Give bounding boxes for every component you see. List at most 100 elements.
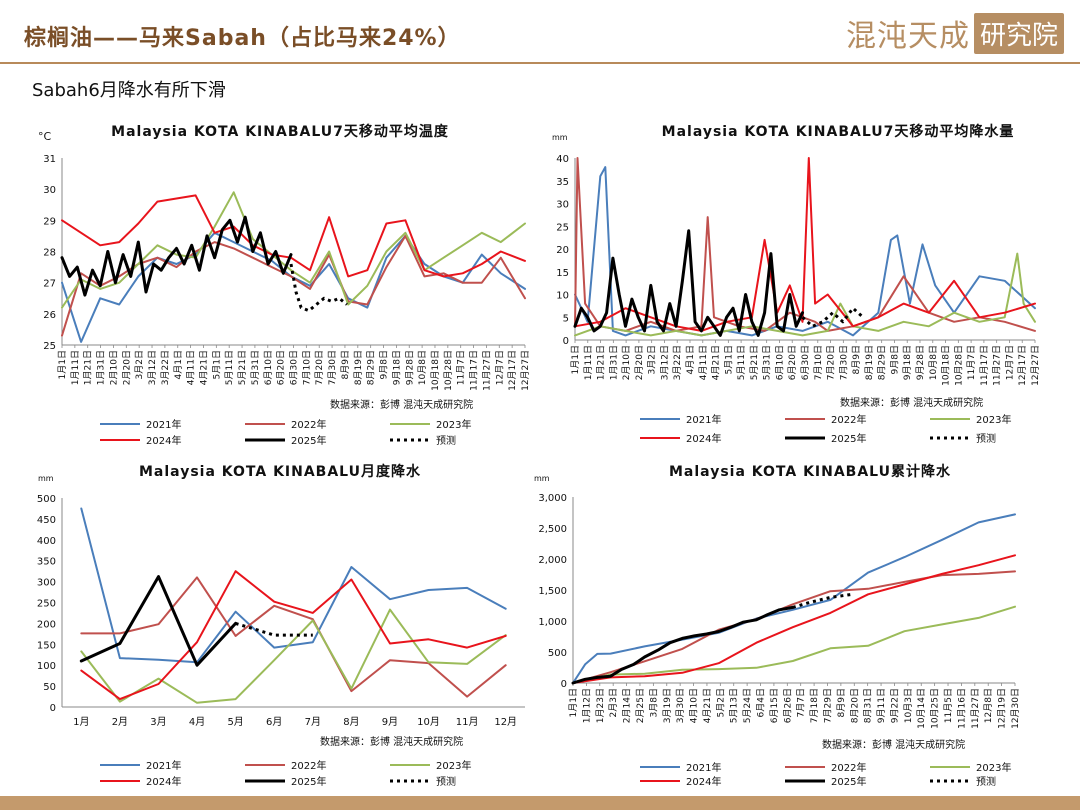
y-tick-label: 40 <box>556 154 569 165</box>
y-tick-label: 0 <box>561 679 567 690</box>
y-tick-label: 1,500 <box>538 586 567 597</box>
x-tick-label: 11月 <box>456 716 479 728</box>
y-tick-label: 250 <box>37 599 56 610</box>
chart-title: Malaysia KOTA KINABALU7天移动平均温度 <box>111 123 449 140</box>
x-tick-label: 8月31日 <box>863 688 874 723</box>
y-tick-label: 150 <box>37 640 56 651</box>
x-tick-label: 2月10日 <box>108 350 119 385</box>
temp-svg: Malaysia KOTA KINABALU7天移动平均温度 °C 25 26 27 28… <box>38 123 531 447</box>
x-tick-label: 7月30日 <box>838 345 849 380</box>
x-tick-label: 3月22日 <box>160 350 171 385</box>
x-tick-label: 6月10日 <box>774 345 785 380</box>
y-tick-label: 28 <box>43 248 56 259</box>
x-tick-label: 8月 <box>343 716 359 728</box>
rainfall-7day-chart: Malaysia KOTA KINABALU7天移动平均降水量 mm 0 5 10 15 2… <box>540 110 1080 455</box>
x-tick-label: 3月8日 <box>648 688 659 717</box>
x-tick-label: 5月1日 <box>723 345 734 374</box>
legend-label-2025: 2025年 <box>831 775 866 788</box>
x-tick-label: 11月7日 <box>966 345 977 380</box>
x-tick-label: 12月17日 <box>1017 345 1028 386</box>
series-line-2023 <box>572 605 1016 684</box>
monthly-svg: Malaysia KOTA KINABALU月度降水 mm 0 50 100 150 200… <box>37 463 525 788</box>
y-unit-label: mm <box>534 474 550 483</box>
series-line-2022 <box>80 576 507 698</box>
x-tick-label: 7月18日 <box>809 688 820 723</box>
x-tick-label: 10月25日 <box>930 688 941 729</box>
legend-label-2024: 2024年 <box>686 432 721 445</box>
series-line-2024 <box>574 157 1036 332</box>
y-unit-label: °C <box>38 130 52 143</box>
series-line-forecast <box>289 263 348 313</box>
slide-subtitle: Sabah6月降水有所下滑 <box>32 80 226 101</box>
x-tick-label: 5月31日 <box>762 345 773 380</box>
x-tick-label: 9月8日 <box>379 350 390 379</box>
x-tick-label: 4月21日 <box>702 688 713 723</box>
x-tick-label: 2月25日 <box>635 688 646 723</box>
y-tick-label: 350 <box>37 557 56 568</box>
x-tick-label: 1月1日 <box>568 688 579 717</box>
rain7-svg: Malaysia KOTA KINABALU7天移动平均降水量 mm 0 5 10 15 2… <box>552 123 1041 445</box>
series-line-2024 <box>572 554 1016 684</box>
legend-label-2022: 2022年 <box>831 761 866 774</box>
x-tick-label: 4月1日 <box>173 350 184 379</box>
x-tick-label: 3月19日 <box>662 688 673 723</box>
x-tick-label: 4月10日 <box>689 688 700 723</box>
legend-label-2022: 2022年 <box>291 418 326 431</box>
x-tick-label: 10月28日 <box>953 345 964 386</box>
series-line-2021 <box>572 513 1016 684</box>
x-tick-label: 2月10日 <box>621 345 632 380</box>
x-tick-label: 7月7日 <box>796 688 807 717</box>
x-tick-label: 9月18日 <box>391 350 402 385</box>
y-tick-label: 25 <box>556 222 569 233</box>
source-note: 数据来源：彭博 混沌天成研究院 <box>840 396 983 409</box>
x-tick-label: 1月1日 <box>57 350 68 379</box>
x-tick-label: 7月20日 <box>314 350 325 385</box>
y-tick-label: 500 <box>548 648 567 659</box>
x-tick-label: 1月 <box>73 716 89 728</box>
x-tick-label: 1月21日 <box>596 345 607 380</box>
x-tick-label: 11月27日 <box>970 688 981 729</box>
page-title: 棕榈油——马来Sabah（占比马来24%） <box>24 26 461 51</box>
x-tick-label: 11月27日 <box>992 345 1003 386</box>
x-tick-label: 2月20日 <box>634 345 645 380</box>
series-line-2024 <box>80 570 507 701</box>
chart-title: Malaysia KOTA KINABALU7天移动平均降水量 <box>662 123 1015 140</box>
y-tick-label: 2,500 <box>538 524 567 535</box>
x-tick-label: 12月19日 <box>997 688 1008 729</box>
x-tick-label: 8月9日 <box>851 345 862 374</box>
y-tick-label: 0 <box>563 336 569 347</box>
legend-label-2024: 2024年 <box>146 434 181 447</box>
x-tick-label: 8月9日 <box>340 350 351 379</box>
series-line-2023 <box>61 191 526 309</box>
x-tick-label: 12月17日 <box>507 350 518 391</box>
x-tick-label: 4月11日 <box>186 350 197 385</box>
legend-label-2025: 2025年 <box>291 775 326 788</box>
y-tick-label: 100 <box>37 661 56 672</box>
logo-text: 混沌天成 <box>846 19 970 54</box>
x-tick-label: 5月21日 <box>237 350 248 385</box>
x-tick-label: 12月 <box>494 716 517 728</box>
x-tick-label: 8月19日 <box>864 345 875 380</box>
x-tick-label: 11月16日 <box>956 688 967 729</box>
x-tick-label: 2月14日 <box>622 688 633 723</box>
legend-label-forecast: 预测 <box>976 432 996 445</box>
x-tick-label: 4月21日 <box>198 350 209 385</box>
legend-label-2023: 2023年 <box>976 761 1011 774</box>
legend-label-2025: 2025年 <box>831 432 866 445</box>
series-line-2023 <box>80 608 507 704</box>
x-tick-label: 12月7日 <box>1004 345 1015 380</box>
x-tick-label: 7月29日 <box>822 688 833 723</box>
x-tick-label: 1月23日 <box>595 688 606 723</box>
x-tick-label: 6月15日 <box>769 688 780 723</box>
x-tick-label: 2月3日 <box>608 688 619 717</box>
x-tick-label: 5月 <box>227 716 243 728</box>
x-tick-label: 7月20日 <box>826 345 837 380</box>
x-tick-label: 9月28日 <box>915 345 926 380</box>
legend-label-forecast: 预测 <box>436 434 456 447</box>
legend-label-forecast: 预测 <box>976 775 996 788</box>
legend-label-2021: 2021年 <box>686 761 721 774</box>
x-tick-label: 6月20日 <box>787 345 798 380</box>
x-tick-label: 6月30日 <box>800 345 811 380</box>
x-tick-label: 3月12日 <box>659 345 670 380</box>
legend-label-2021: 2021年 <box>686 413 721 426</box>
